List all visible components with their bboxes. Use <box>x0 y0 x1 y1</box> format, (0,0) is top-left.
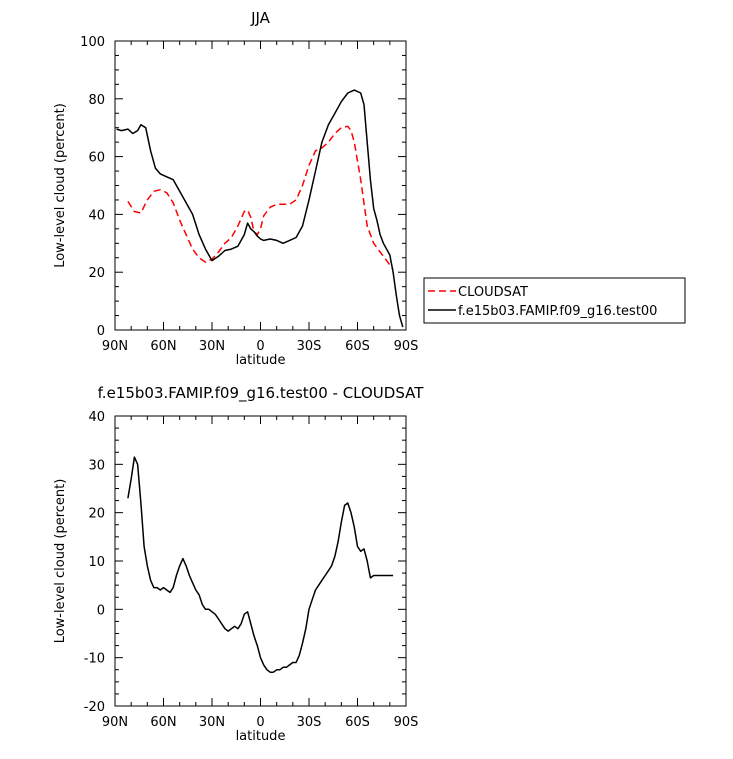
x-tick-label: 30N <box>199 715 225 730</box>
legend-box <box>423 277 686 324</box>
x-tick-label: 90N <box>102 715 128 730</box>
y-tick-label: -10 <box>84 652 105 667</box>
x-tick-label: 30S <box>297 339 322 354</box>
panel-top <box>114 40 407 331</box>
series-line-bottom-0 <box>127 456 394 673</box>
y-tick-label: 40 <box>88 410 105 425</box>
x-tick-label: 30N <box>199 339 225 354</box>
x-tick-label: 90S <box>394 339 419 354</box>
x-tick-label: 60S <box>345 339 370 354</box>
y-tick-label: -20 <box>84 700 105 715</box>
legend <box>423 277 686 324</box>
y-tick-label: 0 <box>97 603 105 618</box>
y-tick-label: 40 <box>88 208 105 223</box>
x-axis-label: latitude <box>236 353 286 368</box>
x-tick-label: 30S <box>297 715 322 730</box>
y-tick-label: 20 <box>88 507 105 522</box>
x-tick-label: 90S <box>394 715 419 730</box>
legend-label: CLOUDSAT <box>458 285 528 300</box>
x-tick-label: 60S <box>345 715 370 730</box>
y-tick-label: 100 <box>80 35 105 50</box>
x-axis-label: latitude <box>236 729 286 744</box>
y-tick-label: 30 <box>88 458 105 473</box>
panel-bottom <box>114 415 407 707</box>
x-tick-label: 90N <box>102 339 128 354</box>
series-line-top-0 <box>127 125 394 270</box>
chart-title: f.e15b03.FAMIP.f09_g16.test00 - CLOUDSAT <box>98 384 425 403</box>
plot-frame-top <box>114 40 407 331</box>
plot-frame-bottom <box>114 415 407 707</box>
y-tick-label: 80 <box>88 93 105 108</box>
y-tick-label: 60 <box>88 151 105 166</box>
x-tick-label: 60N <box>150 715 176 730</box>
x-tick-label: 0 <box>256 715 264 730</box>
y-axis-label: Low-level cloud (percent) <box>53 479 68 644</box>
y-tick-label: 10 <box>88 555 105 570</box>
x-tick-label: 0 <box>256 339 264 354</box>
legend-label: f.e15b03.FAMIP.f09_g16.test00 <box>458 304 657 319</box>
chart-title: JJA <box>250 9 271 27</box>
series-line-top-1 <box>116 89 404 328</box>
y-tick-label: 20 <box>88 266 105 281</box>
y-tick-label: 0 <box>97 324 105 339</box>
y-axis-label: Low-level cloud (percent) <box>53 103 68 268</box>
x-tick-label: 60N <box>150 339 176 354</box>
